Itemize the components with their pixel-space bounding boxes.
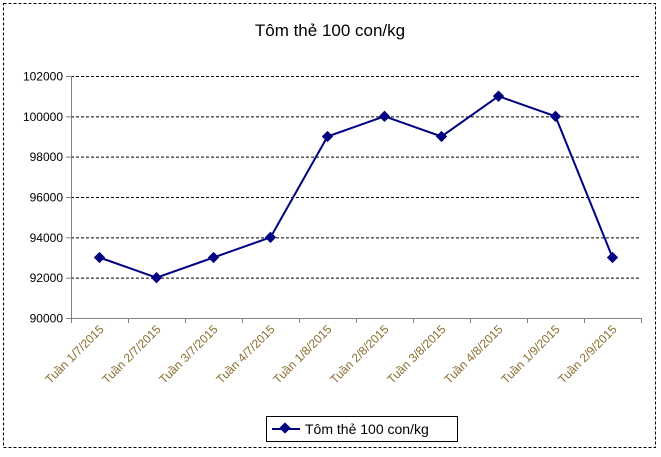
series-line (93, 90, 619, 284)
data-point-marker (549, 110, 562, 122)
legend-marker-icon (279, 422, 291, 434)
chart-title: Tôm thẻ 100 con/kg (255, 21, 405, 40)
y-tick-label: 90000 (30, 312, 64, 326)
legend: Tôm thẻ 100 con/kg (266, 416, 458, 442)
data-point-marker (93, 251, 106, 264)
axes (66, 76, 642, 323)
data-point-marker (492, 90, 505, 102)
y-tick-label: 92000 (30, 271, 64, 285)
data-point-marker (606, 251, 619, 264)
data-point-marker (150, 272, 163, 284)
legend-label: Tôm thẻ 100 con/kg (305, 421, 429, 437)
data-point-marker (207, 251, 220, 264)
y-tick-labels: 90000 92000 94000 96000 98000 100000 102000 (23, 70, 63, 326)
series-line-path (99, 95, 614, 279)
chart-border (3, 3, 656, 448)
y-tick-label: 98000 (30, 150, 64, 164)
data-point-marker (435, 130, 448, 143)
y-tick-label: 94000 (30, 231, 64, 245)
y-tick-label: 100000 (23, 110, 63, 124)
data-point-marker (321, 130, 334, 143)
gridlines (71, 76, 641, 279)
y-tick-label: 96000 (30, 191, 64, 205)
data-point-marker (264, 231, 277, 243)
y-tick-label: 102000 (23, 70, 63, 84)
data-point-marker (378, 110, 391, 122)
